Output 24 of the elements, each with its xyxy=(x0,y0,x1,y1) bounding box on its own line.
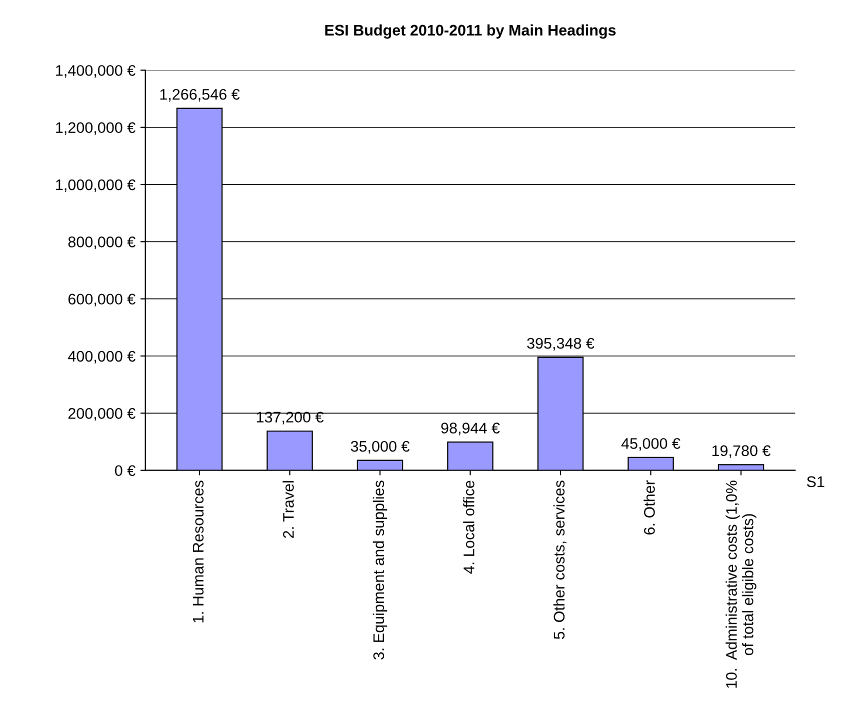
x-tick-label: 5. Other costs, services xyxy=(553,480,566,640)
data-label: 45,000 € xyxy=(621,438,680,451)
x-tick-label: 2. Travel xyxy=(282,481,294,538)
data-label: 35,000 € xyxy=(350,440,410,454)
x-tick-label: 10. Administrative costs (1,0% of total eligible costs) xyxy=(726,480,756,688)
y-tick-label: 200,000 € xyxy=(68,408,136,421)
data-label: 19,780 € xyxy=(712,445,771,458)
data-label: 137,200 € xyxy=(256,412,324,424)
text: S1 xyxy=(806,476,824,488)
y-tick-label: 0 € xyxy=(114,465,136,476)
y-tick-label: 400,000 € xyxy=(68,350,136,364)
y-tick-label: 800,000 € xyxy=(68,236,136,250)
y-tick-label: 1,200,000 € xyxy=(56,122,136,135)
x-tick-label: 1. Human Resources xyxy=(192,480,204,622)
x-tick-label: 4. Local office xyxy=(463,480,474,574)
y-tick-label: 1,400,000 € xyxy=(56,65,136,78)
x-tick-label: 6. Other xyxy=(644,480,655,534)
data-label: 1,266,546 € xyxy=(160,88,240,102)
data-label: 98,944 € xyxy=(441,422,500,436)
data-label: 395,348 € xyxy=(527,338,594,351)
chart-title: ESI Budget 2010-2011 by Main Headings xyxy=(325,24,616,39)
y-tick-label: 1,000,000 € xyxy=(56,179,136,192)
x-tick-label: 3. Equipment and supplies xyxy=(372,480,388,660)
y-tick-label: 600,000 € xyxy=(68,294,136,306)
